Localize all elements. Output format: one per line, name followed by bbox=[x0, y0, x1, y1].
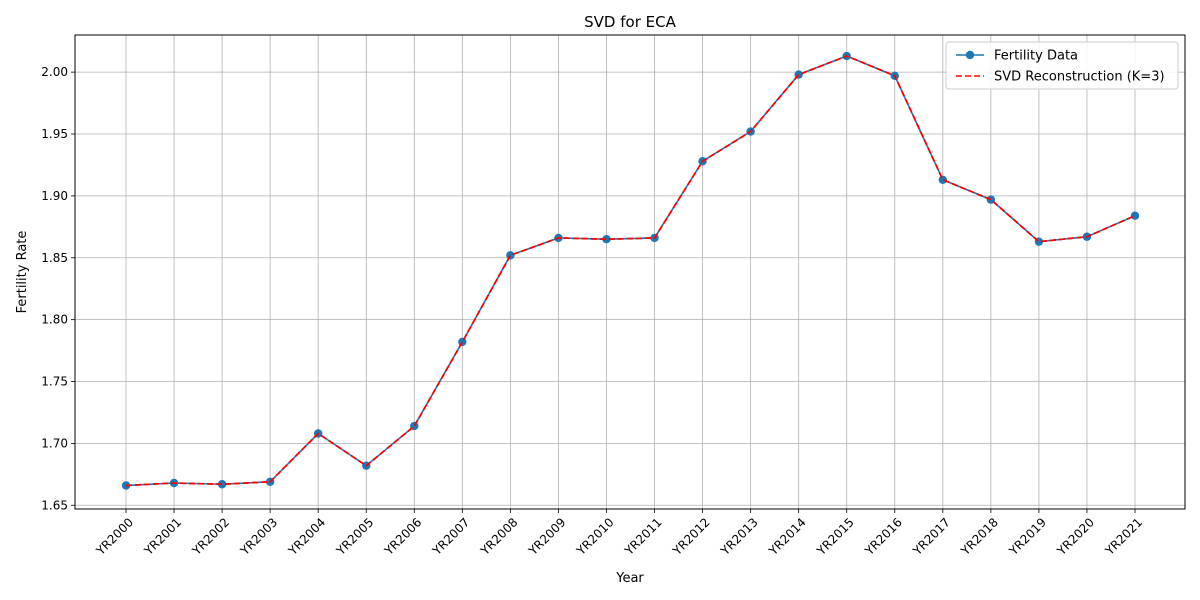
data-point bbox=[458, 337, 467, 347]
data-point bbox=[938, 175, 948, 184]
grid bbox=[75, 35, 1185, 509]
legend: Fertility Data SVD Reconstruction (K=3) bbox=[945, 41, 1179, 90]
data-point bbox=[602, 235, 611, 244]
legend-label: SVD Reconstruction (K=3) bbox=[994, 70, 1165, 85]
series-line bbox=[125, 55, 1136, 487]
legend-swatch-marker bbox=[965, 50, 975, 60]
y-axis-label: Fertility Rate bbox=[15, 231, 30, 314]
y-tick-label: 1.75 bbox=[41, 375, 68, 389]
legend-box bbox=[945, 41, 1179, 90]
series-layer bbox=[121, 51, 1140, 490]
y-axis-ticks: 1.65 1.70 1.75 1.80 1.85 1.90 1.95 2.00 bbox=[41, 65, 75, 512]
y-tick-label: 1.95 bbox=[41, 127, 68, 141]
y-tick-label: 1.85 bbox=[41, 251, 68, 265]
chart-title: SVD for ECA bbox=[584, 13, 676, 31]
plot-frame bbox=[74, 34, 1186, 510]
data-point bbox=[506, 251, 515, 260]
y-tick-label: 2.00 bbox=[41, 65, 68, 79]
y-tick-label: 1.90 bbox=[41, 189, 68, 203]
x-axis-label: Year bbox=[615, 571, 644, 586]
y-tick-label: 1.80 bbox=[41, 313, 68, 327]
legend-label: Fertility Data bbox=[994, 49, 1078, 64]
y-tick-label: 1.70 bbox=[41, 436, 68, 450]
data-point bbox=[1130, 211, 1140, 220]
y-tick-label: 1.65 bbox=[41, 498, 68, 512]
data-point bbox=[217, 480, 227, 489]
